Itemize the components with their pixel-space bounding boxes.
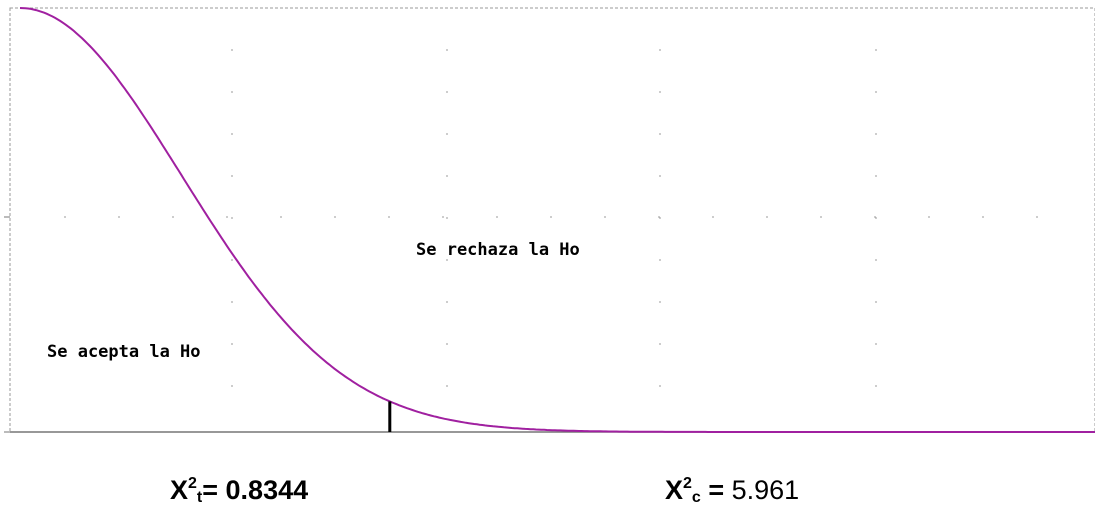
grid-dot: [604, 216, 606, 218]
grid-dot: [875, 301, 877, 303]
reject-region-label: Se rechaza la Ho: [416, 240, 580, 260]
grid-dot: [118, 216, 120, 218]
grid-dot: [446, 49, 448, 51]
grid-dot: [875, 385, 877, 387]
grid-dot: [496, 216, 498, 218]
grid-dot: [875, 133, 877, 135]
accept-region-label: Se acepta la Ho: [47, 342, 201, 362]
grid-dot: [446, 175, 448, 177]
grid-dot: [446, 259, 448, 261]
grid-dot: [442, 216, 444, 218]
grid-dot: [712, 216, 714, 218]
stat-symbol: X: [665, 475, 684, 505]
grid-dot: [446, 343, 448, 345]
grid-dots: [64, 49, 1038, 387]
grid-dot: [231, 259, 233, 261]
grid-dot: [659, 175, 661, 177]
grid-dot: [231, 175, 233, 177]
grid-dot: [172, 216, 174, 218]
grid-dot: [875, 259, 877, 261]
grid-dot: [226, 216, 228, 218]
grid-dot: [231, 49, 233, 51]
plot-frame: [9, 7, 1095, 433]
stat-subscript: t: [196, 489, 203, 506]
grid-dot: [875, 49, 877, 51]
stat-subscript: c: [691, 489, 701, 506]
grid-dot: [875, 175, 877, 177]
grid-dot: [659, 385, 661, 387]
grid-dot: [446, 91, 448, 93]
stat-equals: =: [202, 475, 226, 505]
grid-dot: [658, 216, 660, 218]
grid-dot: [334, 216, 336, 218]
grid-dot: [1036, 216, 1038, 218]
grid-dot: [231, 133, 233, 135]
stat-superscript: 2: [683, 475, 692, 492]
grid-dot: [446, 301, 448, 303]
grid-dot: [231, 385, 233, 387]
grid-dot: [659, 343, 661, 345]
grid-dot: [659, 259, 661, 261]
chi-square-calc-value: 5.961: [731, 475, 800, 505]
chi-square-table-value: 0.8344: [225, 475, 309, 505]
grid-dot: [874, 216, 876, 218]
grid-dot: [231, 343, 233, 345]
grid-dot: [659, 49, 661, 51]
grid-dot: [875, 343, 877, 345]
stat-symbol: X: [170, 475, 189, 505]
grid-dot: [659, 301, 661, 303]
grid-dot: [446, 217, 448, 219]
grid-dot: [446, 385, 448, 387]
chi-square-table-label: X2t= 0.8344: [170, 475, 308, 507]
chi-square-calc-label: X2c = 5.961: [665, 475, 799, 507]
grid-dot: [875, 91, 877, 93]
grid-dot: [982, 216, 984, 218]
stat-superscript: 2: [188, 475, 197, 492]
grid-dot: [231, 91, 233, 93]
grid-dot: [928, 216, 930, 218]
grid-dot: [550, 216, 552, 218]
grid-dot: [231, 301, 233, 303]
grid-dot: [820, 216, 822, 218]
grid-dot: [659, 133, 661, 135]
grid-dot: [231, 217, 233, 219]
grid-dot: [280, 216, 282, 218]
grid-dot: [766, 216, 768, 218]
grid-dot: [659, 91, 661, 93]
stat-equals: =: [700, 475, 732, 505]
grid-dot: [64, 216, 66, 218]
density-curve: [19, 7, 1095, 433]
grid-dot: [446, 133, 448, 135]
grid-dot: [388, 216, 390, 218]
